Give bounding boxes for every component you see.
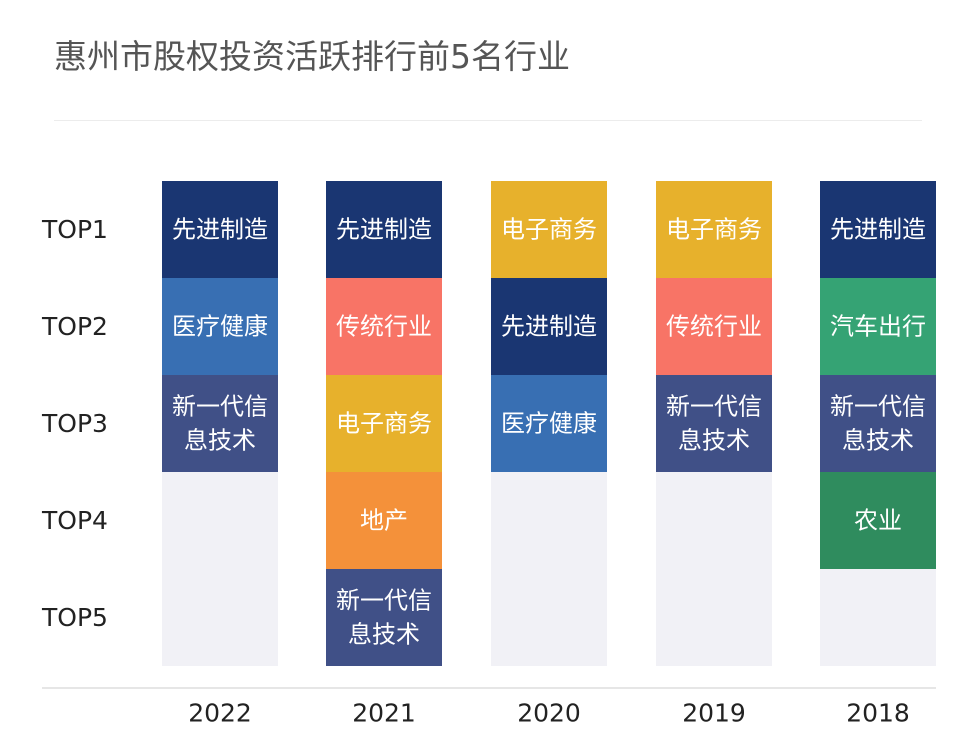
industry-label: 息技术 xyxy=(678,427,750,455)
industry-label: 新一代信 xyxy=(336,587,432,615)
year-label: 2020 xyxy=(517,699,581,728)
industry-label: 传统行业 xyxy=(666,313,762,341)
year-label: 2022 xyxy=(188,699,252,728)
chart-title: 惠州市股权投资活跃排行前5名行业 xyxy=(54,37,570,76)
industry-label: 地产 xyxy=(360,507,408,535)
industry-label: 先进制造 xyxy=(830,216,926,244)
industry-cell xyxy=(491,181,607,278)
industry-cell xyxy=(326,472,442,569)
industry-label: 息技术 xyxy=(842,427,914,455)
industry-label: 电子商务 xyxy=(501,216,597,244)
industry-cell xyxy=(326,181,442,278)
industry-label: 先进制造 xyxy=(336,216,432,244)
industry-label: 先进制造 xyxy=(172,216,268,244)
industry-cell xyxy=(820,181,936,278)
year-label: 2019 xyxy=(682,699,746,728)
industry-cell xyxy=(162,181,278,278)
rank-label: TOP1 xyxy=(41,215,108,244)
industry-cell xyxy=(162,375,278,472)
industry-label: 先进制造 xyxy=(501,313,597,341)
industry-label: 电子商务 xyxy=(336,410,432,438)
industry-label: 农业 xyxy=(854,507,902,535)
industry-label: 新一代信 xyxy=(666,393,762,421)
title-divider xyxy=(54,120,922,121)
industry-cell xyxy=(656,181,772,278)
industry-label: 电子商务 xyxy=(666,216,762,244)
industry-label: 汽车出行 xyxy=(830,313,926,341)
industry-cell xyxy=(326,375,442,472)
industry-cell xyxy=(162,278,278,375)
rank-label: TOP2 xyxy=(41,312,108,341)
industry-label: 医疗健康 xyxy=(172,313,268,341)
industry-label: 新一代信 xyxy=(830,393,926,421)
rank-label: TOP4 xyxy=(41,506,108,535)
year-label: 2018 xyxy=(846,699,910,728)
industry-cell xyxy=(820,278,936,375)
industry-cell xyxy=(326,569,442,666)
industry-label: 医疗健康 xyxy=(501,410,597,438)
industry-cell xyxy=(820,375,936,472)
industry-cell xyxy=(491,375,607,472)
industry-cell xyxy=(656,375,772,472)
industry-label: 息技术 xyxy=(348,621,420,649)
rank-label: TOP5 xyxy=(41,603,108,632)
year-label: 2021 xyxy=(352,699,416,728)
industry-label: 息技术 xyxy=(184,427,256,455)
industry-label: 传统行业 xyxy=(336,313,432,341)
industry-cell xyxy=(491,278,607,375)
industry-cell xyxy=(326,278,442,375)
industry-cell xyxy=(820,472,936,569)
industry-label: 新一代信 xyxy=(172,393,268,421)
industry-cell xyxy=(656,278,772,375)
rank-label: TOP3 xyxy=(41,409,108,438)
